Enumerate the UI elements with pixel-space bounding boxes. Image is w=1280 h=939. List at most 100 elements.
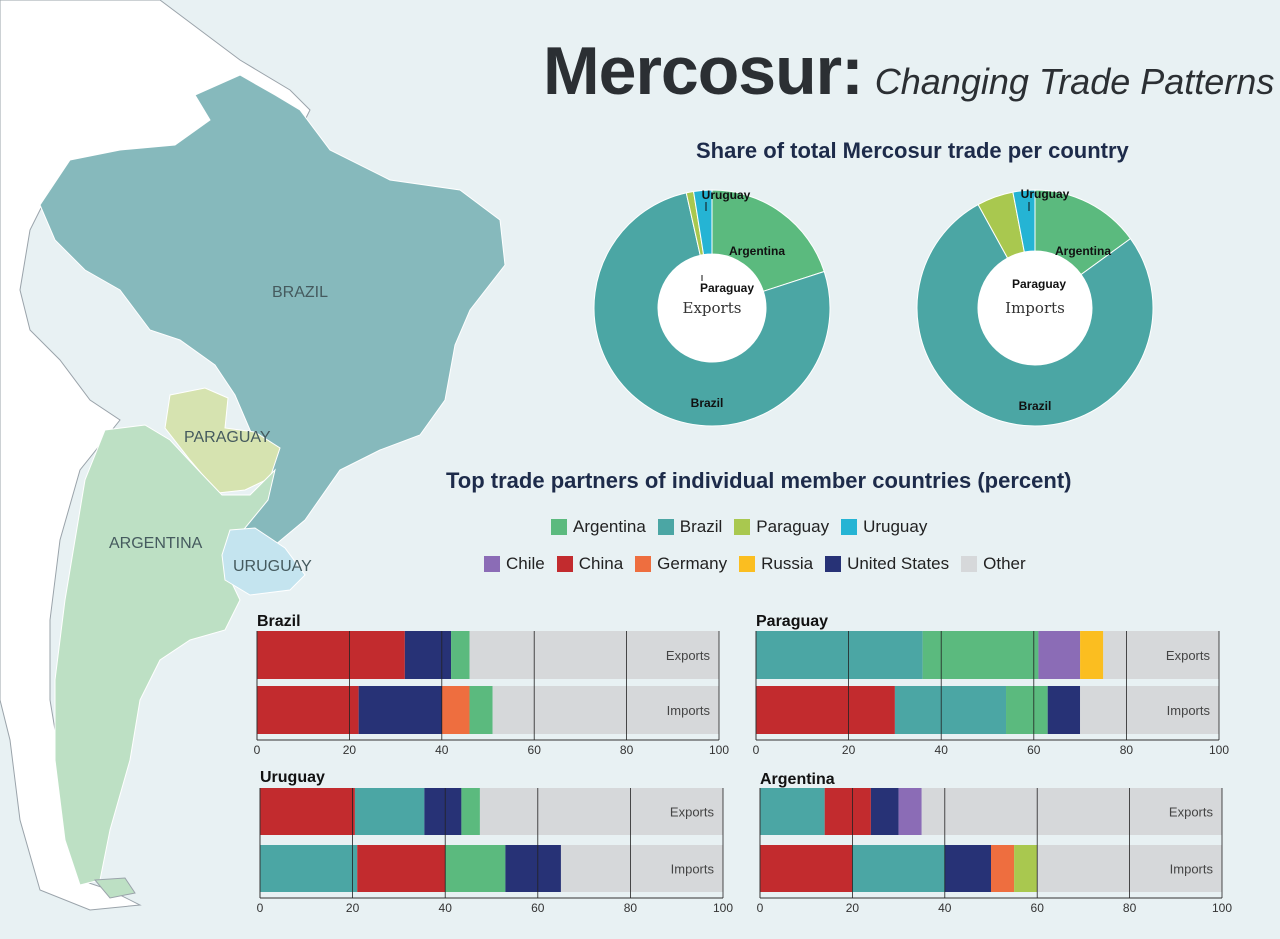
bar-category-label: Exports xyxy=(666,648,711,663)
legend-swatch xyxy=(551,519,567,535)
paraguay-region xyxy=(164,387,281,494)
legend-swatch xyxy=(734,519,751,535)
bar-segment-other xyxy=(560,845,723,892)
bar-category-label: Exports xyxy=(1169,805,1214,820)
legend-label: Paraguay xyxy=(756,517,830,536)
legend-label: China xyxy=(578,554,624,573)
map-label-uruguay: URUGUAY xyxy=(233,558,312,575)
bar-segment-chile xyxy=(1038,631,1081,679)
bar-segment-russia xyxy=(1080,631,1104,679)
bar-segment-other xyxy=(1037,845,1222,892)
bar-tick-label: 100 xyxy=(713,901,733,915)
bar-tick-label: 80 xyxy=(1120,743,1134,757)
bar-segment-other xyxy=(1103,631,1219,679)
legend-label: Uruguay xyxy=(863,517,928,536)
legend-label: Russia xyxy=(761,554,814,573)
bar-segment-brazil xyxy=(852,845,945,892)
legend-swatch xyxy=(635,556,652,572)
title-subtitle: Changing Trade Patterns xyxy=(874,61,1275,102)
donut-section-heading: Share of total Mercosur trade per countr… xyxy=(696,138,1129,163)
legend-swatch xyxy=(657,519,674,535)
legend-members: Argentina Brazil Paraguay Uruguay xyxy=(551,517,939,537)
bar-section-heading: Top trade partners of individual member … xyxy=(446,468,1072,493)
argentina-region xyxy=(54,424,276,886)
donut-label-paraguay: Paraguay xyxy=(700,281,754,295)
bar-category-label: Exports xyxy=(670,805,715,820)
bar-category-label: Imports xyxy=(1167,703,1211,718)
bar-chart-title: Paraguay xyxy=(756,613,828,630)
bar-segment-other xyxy=(1080,686,1219,734)
bar-segment-other xyxy=(921,788,1222,835)
bar-tick-label: 0 xyxy=(757,901,764,915)
bar-tick-label: 100 xyxy=(1209,743,1229,757)
bar-segment-china xyxy=(824,788,871,835)
page-title: Mercosur: Changing Trade Patterns xyxy=(543,32,1274,110)
bar-segment-brazil xyxy=(756,631,923,679)
land-outline-left xyxy=(0,0,311,911)
legend-swatch xyxy=(961,556,978,572)
south-america-map: BRAZIL PARAGUAY ARGENTINA URUGUAY xyxy=(0,0,506,911)
bar-tick-label: 40 xyxy=(938,901,952,915)
donut-label-paraguay: Paraguay xyxy=(1012,277,1066,291)
legend-swatch xyxy=(825,556,842,572)
bar-segment-brazil xyxy=(760,788,825,835)
bar-tick-label: 80 xyxy=(624,901,638,915)
bar-chart-argentina: Argentina Exports Imports 0 20 40 60 80 100 xyxy=(757,771,1233,915)
donut-hole xyxy=(658,254,766,362)
map-label-brazil: BRAZIL xyxy=(272,284,328,301)
bar-tick-label: 20 xyxy=(846,901,860,915)
bar-tick-label: 60 xyxy=(1027,743,1041,757)
bar-category-label: Imports xyxy=(1170,862,1214,877)
legend-item-germany: Germany xyxy=(635,554,727,574)
bar-chart-title: Argentina xyxy=(760,771,835,788)
bar-segment-chile xyxy=(898,788,922,835)
legend-label: United States xyxy=(847,554,950,573)
bar-tick-label: 60 xyxy=(1031,901,1045,915)
bar-segment-brazil xyxy=(894,686,1007,734)
title-main: Mercosur: xyxy=(543,33,864,109)
bar-segment-united-states xyxy=(870,788,899,835)
donut-label-brazil: Brazil xyxy=(1019,399,1052,413)
donut-charts: ExportsArgentinaBrazilParaguayUruguayImp… xyxy=(593,187,1154,427)
bar-segment-china xyxy=(760,845,853,892)
bar-tick-label: 80 xyxy=(620,743,634,757)
donut-label-brazil: Brazil xyxy=(691,396,724,410)
bar-category-label: Imports xyxy=(667,703,711,718)
tierra-del-fuego xyxy=(93,877,136,899)
uruguay-region xyxy=(221,527,306,596)
bar-segment-united-states xyxy=(1047,686,1081,734)
donut-center-label: Exports xyxy=(683,299,742,317)
bar-segment-paraguay xyxy=(1014,845,1038,892)
legend-label: Argentina xyxy=(573,517,646,536)
bar-tick-label: 0 xyxy=(753,743,760,757)
legend-item-other: Other xyxy=(961,554,1026,574)
bar-category-label: Imports xyxy=(671,862,715,877)
legend-swatch xyxy=(841,519,858,535)
map-label-paraguay: PARAGUAY xyxy=(184,429,271,446)
legend-swatch xyxy=(484,556,500,572)
bar-tick-label: 100 xyxy=(1212,901,1232,915)
bar-tick-label: 100 xyxy=(709,743,729,757)
legend-item-chile: Chile xyxy=(484,554,545,574)
bar-segment-germany xyxy=(991,845,1015,892)
legend-swatch xyxy=(739,556,756,572)
donut-label-argentina: Argentina xyxy=(1055,244,1111,258)
donut-label-argentina: Argentina xyxy=(729,244,785,258)
donut-label-uruguay: Uruguay xyxy=(702,188,751,202)
bar-category-label: Exports xyxy=(1166,648,1211,663)
legend-item-argentina: Argentina xyxy=(551,517,646,537)
donut-hole xyxy=(978,251,1092,365)
bar-tick-label: 20 xyxy=(842,743,856,757)
legend-item-uruguay: Uruguay xyxy=(841,517,927,537)
bar-segment-argentina xyxy=(1006,686,1048,734)
donut-label-uruguay: Uruguay xyxy=(1021,187,1070,201)
bar-segment-argentina xyxy=(922,631,1039,679)
legend-item-united-states: United States xyxy=(825,554,949,574)
legend-label: Chile xyxy=(506,554,545,573)
legend-swatch xyxy=(556,556,573,572)
legend-item-russia: Russia xyxy=(739,554,813,574)
bar-tick-label: 80 xyxy=(1123,901,1137,915)
donut-imports: Imports Argentina Brazil Paraguay Uruguay xyxy=(916,187,1154,427)
donut-exports: Exports Argentina Brazil Paraguay Uruguay xyxy=(593,188,831,427)
legend-label: Brazil xyxy=(679,517,723,536)
